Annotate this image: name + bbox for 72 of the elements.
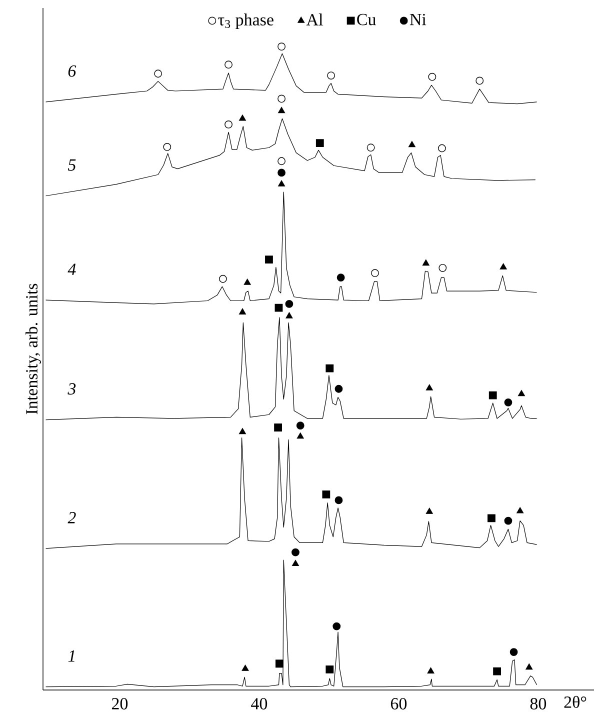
point — [239, 114, 246, 121]
series-label: 3 — [68, 383, 76, 395]
point — [239, 308, 246, 314]
point — [286, 312, 293, 318]
point — [336, 274, 345, 282]
point — [274, 304, 283, 312]
point — [500, 263, 507, 270]
point — [242, 664, 249, 671]
legend-label: Cu — [357, 14, 376, 26]
point — [219, 274, 227, 283]
point — [476, 76, 484, 85]
legend-label: Al — [306, 14, 323, 26]
point — [371, 269, 379, 278]
point — [438, 264, 447, 272]
legend-label: τ$_{3}$ phase — [218, 14, 274, 29]
y-axis-title: Intensity, arb. units — [26, 284, 42, 414]
point — [292, 548, 300, 556]
point — [427, 667, 434, 674]
point — [326, 364, 334, 372]
point — [296, 432, 304, 439]
x-tick-label: 60 — [390, 698, 407, 710]
point — [278, 180, 285, 186]
point — [154, 70, 162, 78]
point — [327, 72, 336, 80]
x-tick-label: 80 — [530, 698, 546, 710]
point — [526, 664, 533, 670]
point — [504, 516, 512, 525]
point — [224, 60, 232, 69]
point — [322, 490, 330, 498]
point — [334, 496, 343, 504]
point — [278, 157, 286, 166]
series-label: 4 — [68, 264, 76, 275]
point — [285, 300, 294, 308]
point — [239, 428, 246, 434]
series-label: 5 — [68, 159, 76, 171]
point — [366, 144, 375, 152]
point — [316, 139, 324, 148]
point — [426, 508, 433, 514]
point — [278, 42, 286, 51]
point — [488, 514, 496, 522]
point — [493, 667, 501, 676]
point — [408, 141, 416, 148]
point — [244, 278, 251, 285]
point — [292, 560, 299, 566]
point — [332, 622, 341, 630]
point — [488, 391, 497, 400]
point — [224, 120, 232, 128]
point — [275, 660, 284, 668]
point — [504, 398, 512, 406]
legend-label: Ni — [410, 14, 426, 26]
point — [422, 259, 430, 266]
series-label: 1 — [68, 650, 74, 662]
point — [278, 106, 285, 114]
point — [518, 390, 525, 396]
point — [274, 424, 282, 432]
point — [334, 384, 343, 393]
point — [278, 168, 286, 177]
x-tick-label: 40 — [251, 698, 268, 710]
point — [438, 144, 446, 152]
point — [163, 143, 172, 151]
point — [428, 72, 436, 81]
point — [265, 256, 273, 264]
point — [278, 94, 286, 103]
point — [426, 384, 433, 390]
series-label: 6 — [68, 65, 76, 77]
point — [516, 507, 524, 514]
x-axis-title: 2θ° — [564, 696, 586, 708]
series-label: 2 — [68, 512, 76, 524]
point — [510, 648, 518, 656]
point — [326, 665, 334, 674]
x-tick-label: 20 — [112, 698, 128, 710]
point — [296, 422, 304, 430]
